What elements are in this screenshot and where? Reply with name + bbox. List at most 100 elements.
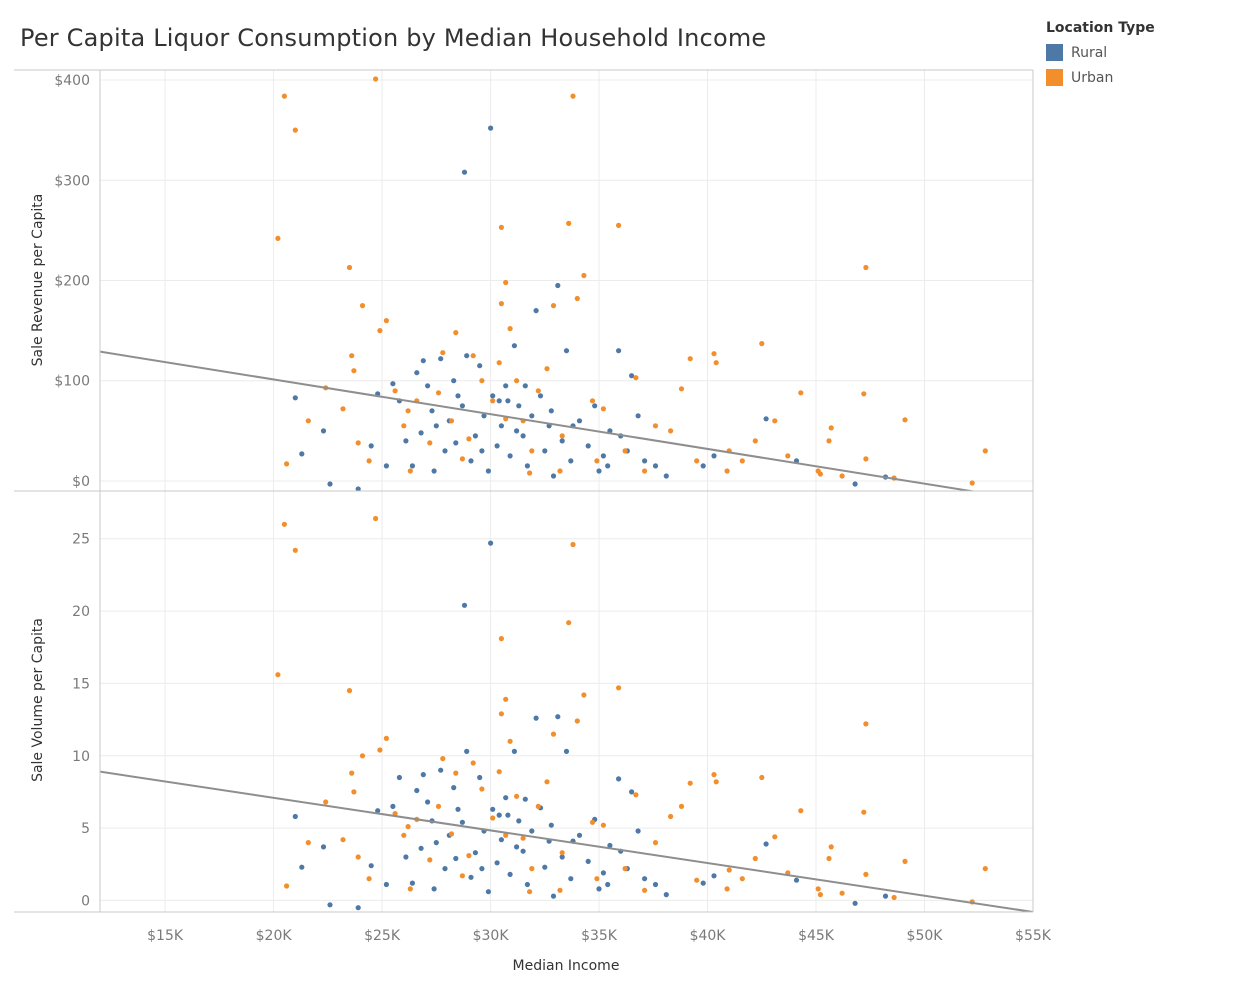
data-point-urban[interactable] (902, 417, 908, 423)
data-point-urban[interactable] (470, 760, 476, 766)
data-point-rural[interactable] (490, 393, 496, 399)
trend-line[interactable] (100, 350, 1033, 501)
data-point-urban[interactable] (826, 855, 832, 862)
data-point-urban[interactable] (891, 894, 897, 901)
data-point-urban[interactable] (527, 470, 533, 476)
data-point-rural[interactable] (442, 448, 448, 454)
data-point-urban[interactable] (759, 774, 765, 781)
data-point-rural[interactable] (542, 448, 548, 454)
data-point-rural[interactable] (852, 900, 858, 906)
data-point-rural[interactable] (320, 428, 327, 434)
data-point-rural[interactable] (568, 458, 574, 464)
data-point-urban[interactable] (902, 858, 908, 865)
data-point-rural[interactable] (425, 383, 431, 389)
data-point-urban[interactable] (292, 547, 298, 553)
data-point-rural[interactable] (652, 463, 659, 469)
data-point-urban[interactable] (366, 458, 372, 464)
data-point-rural[interactable] (663, 473, 669, 479)
data-point-rural[interactable] (292, 813, 298, 820)
data-point-rural[interactable] (496, 812, 502, 818)
data-point-rural[interactable] (292, 395, 298, 401)
data-point-urban[interactable] (373, 76, 379, 82)
data-point-rural[interactable] (537, 393, 544, 399)
data-point-urban[interactable] (496, 360, 502, 366)
data-point-urban[interactable] (355, 854, 361, 860)
data-point-urban[interactable] (427, 857, 433, 863)
data-point-urban[interactable] (498, 636, 504, 642)
data-point-rural[interactable] (461, 602, 468, 608)
data-point-urban[interactable] (544, 779, 550, 785)
data-point-urban[interactable] (642, 887, 648, 893)
data-point-rural[interactable] (327, 902, 333, 908)
data-point-rural[interactable] (429, 408, 435, 414)
data-point-urban[interactable] (724, 886, 730, 892)
data-point-urban[interactable] (687, 356, 693, 362)
data-point-rural[interactable] (542, 864, 548, 870)
data-point-rural[interactable] (431, 468, 437, 474)
data-point-urban[interactable] (527, 889, 533, 895)
data-point-urban[interactable] (798, 808, 804, 814)
data-point-rural[interactable] (442, 866, 448, 872)
data-point-rural[interactable] (496, 398, 502, 404)
data-point-urban[interactable] (726, 867, 732, 873)
data-point-rural[interactable] (529, 413, 535, 419)
data-point-urban[interactable] (529, 448, 535, 454)
data-point-urban[interactable] (503, 279, 509, 286)
data-point-urban[interactable] (503, 696, 509, 702)
data-point-urban[interactable] (459, 873, 465, 879)
data-point-urban[interactable] (694, 877, 700, 883)
data-point-urban[interactable] (772, 418, 778, 424)
data-point-rural[interactable] (455, 393, 461, 399)
data-point-rural[interactable] (485, 468, 491, 474)
data-point-rural[interactable] (414, 787, 420, 794)
data-point-rural[interactable] (425, 799, 431, 805)
data-point-rural[interactable] (522, 383, 528, 389)
data-point-urban[interactable] (520, 835, 526, 841)
data-point-urban[interactable] (589, 819, 596, 825)
data-point-rural[interactable] (529, 828, 535, 834)
data-point-rural[interactable] (548, 822, 554, 828)
data-point-rural[interactable] (793, 877, 800, 883)
data-point-urban[interactable] (633, 792, 639, 798)
data-point-rural[interactable] (514, 428, 520, 434)
data-point-rural[interactable] (605, 463, 611, 469)
data-point-urban[interactable] (600, 822, 607, 828)
data-point-rural[interactable] (327, 481, 333, 487)
data-point-rural[interactable] (503, 383, 509, 389)
data-point-rural[interactable] (472, 433, 478, 439)
data-point-rural[interactable] (559, 854, 565, 860)
data-point-rural[interactable] (420, 772, 426, 778)
data-point-rural[interactable] (451, 378, 457, 384)
data-point-rural[interactable] (600, 453, 607, 459)
data-point-urban[interactable] (490, 398, 496, 404)
data-point-rural[interactable] (409, 880, 415, 886)
data-point-urban[interactable] (861, 391, 867, 397)
data-point-urban[interactable] (652, 423, 659, 429)
data-point-urban[interactable] (377, 328, 383, 334)
data-point-rural[interactable] (592, 403, 598, 409)
data-point-urban[interactable] (366, 876, 372, 882)
data-point-urban[interactable] (616, 222, 622, 228)
data-point-rural[interactable] (461, 169, 468, 175)
data-point-urban[interactable] (498, 224, 504, 230)
data-point-urban[interactable] (383, 318, 389, 324)
data-point-rural[interactable] (882, 893, 889, 899)
data-point-rural[interactable] (505, 398, 511, 404)
data-point-rural[interactable] (533, 715, 539, 721)
data-point-urban[interactable] (839, 890, 845, 896)
data-point-urban[interactable] (440, 350, 446, 356)
data-point-urban[interactable] (633, 375, 639, 381)
data-point-urban[interactable] (594, 876, 600, 882)
data-point-urban[interactable] (570, 93, 576, 99)
data-point-rural[interactable] (299, 864, 305, 870)
data-point-urban[interactable] (514, 793, 520, 799)
data-point-urban[interactable] (535, 803, 541, 810)
data-point-rural[interactable] (494, 860, 500, 866)
data-point-urban[interactable] (589, 398, 596, 404)
data-point-urban[interactable] (817, 892, 824, 898)
data-point-urban[interactable] (407, 886, 413, 892)
legend-item-rural[interactable]: Rural (1046, 40, 1155, 65)
data-point-rural[interactable] (568, 876, 574, 882)
data-point-urban[interactable] (594, 458, 600, 464)
data-point-urban[interactable] (711, 772, 717, 778)
